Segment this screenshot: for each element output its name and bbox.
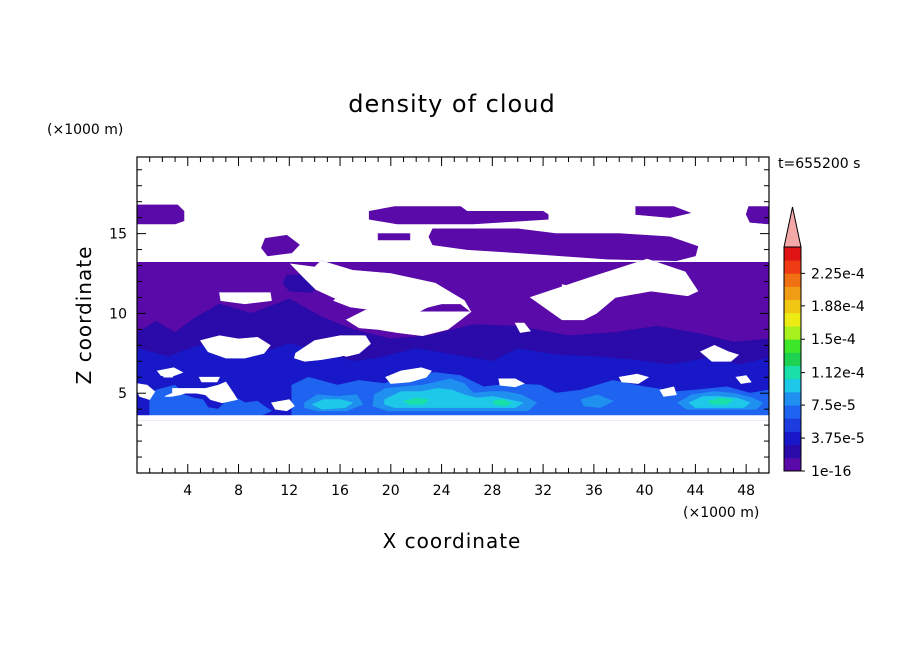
colorbar-swatch-0 — [784, 457, 801, 472]
x-tick-label-40: 40 — [636, 483, 654, 499]
density-region-clear-gap-32 — [618, 373, 650, 384]
colorbar-swatch-16 — [784, 247, 801, 261]
plot-area — [137, 204, 769, 421]
colorbar-swatch-3 — [784, 418, 801, 432]
colorbar-swatch-14 — [784, 273, 801, 287]
colorbar-swatch-7 — [784, 365, 801, 380]
colorbar-swatch-1 — [784, 444, 801, 459]
empty-region-3 — [334, 335, 371, 357]
colorbar-swatch-6 — [784, 378, 801, 393]
density-region-level-7-22 — [491, 399, 513, 407]
colorbar-swatch-9 — [784, 339, 801, 353]
density-region-level-0-3 — [368, 206, 549, 225]
density-region-level-7-21 — [402, 397, 430, 405]
colorbar-tick-label-6: 2.25e-4 — [811, 266, 865, 282]
colorbar-tick-label-3: 1.12e-4 — [811, 366, 865, 382]
colorbar-tick-label-4: 1.5e-4 — [811, 332, 856, 348]
colorbar-swatch-8 — [784, 352, 801, 366]
colorbar-swatch-12 — [784, 299, 801, 314]
empty-region-8 — [137, 415, 769, 421]
density-region-clear-gap-28 — [200, 335, 271, 359]
x-tick-label-4: 4 — [183, 483, 192, 499]
density-region-level-0-6 — [377, 233, 411, 241]
density-region-level-0-2 — [137, 204, 185, 225]
colorbar-swatch-15 — [784, 260, 801, 274]
x-tick-label-24: 24 — [433, 483, 451, 499]
empty-region-0 — [529, 258, 699, 321]
chart-title: density of cloud — [348, 90, 555, 118]
density-region-clear-gap-30 — [385, 367, 432, 384]
density-region-level-5-16 — [580, 394, 614, 408]
x-tick-label-12: 12 — [280, 483, 298, 499]
density-region-level-0-7 — [428, 228, 699, 262]
density-region-level-0-4 — [635, 206, 692, 218]
colorbar-swatch-10 — [784, 326, 801, 340]
x-axis-title: X coordinate — [383, 529, 522, 553]
colorbar-extend-arrow — [783, 206, 802, 248]
colorbar-swatch-2 — [784, 431, 801, 446]
x-tick-label-36: 36 — [585, 483, 603, 499]
y-tick-label-15: 15 — [109, 227, 127, 243]
x-tick-label-28: 28 — [483, 483, 501, 499]
colorbar-tick-label-1: 3.75e-5 — [811, 431, 865, 447]
density-region-level-7-23 — [707, 397, 735, 405]
x-unit-label: (×1000 m) — [683, 505, 759, 521]
colorbar: 1e-16 3.75e-5 7.5e-5 1.12e-4 1.5e-4 1.88e-4 2.… — [783, 206, 865, 480]
x-tick-label-8: 8 — [234, 483, 243, 499]
density-region-level-0-8 — [261, 234, 300, 257]
x-tick-label-20: 20 — [382, 483, 400, 499]
empty-region-2 — [333, 284, 456, 311]
empty-region-5 — [699, 344, 740, 362]
colorbar-swatch-11 — [784, 312, 801, 327]
density-region-level-0-5 — [745, 206, 769, 225]
x-axis: 4 8 12 16 20 24 28 32 36 40 44 48 — [149, 157, 760, 499]
density-region-level-6-18 — [311, 399, 354, 410]
colorbar-swatch-13 — [784, 286, 801, 301]
y-axis: 5 10 15 — [109, 169, 769, 458]
colorbar-tick-label-5: 1.88e-4 — [811, 299, 865, 315]
empty-region-6 — [735, 375, 752, 384]
x-tick-label-32: 32 — [534, 483, 552, 499]
empty-region-4 — [156, 367, 184, 378]
colorbar-swatch-4 — [784, 405, 801, 419]
colorbar-tick-label-0: 1e-16 — [811, 464, 851, 480]
y-tick-label-10: 10 — [109, 306, 127, 322]
empty-region-7 — [137, 383, 156, 400]
y-unit-label: (×1000 m) — [47, 122, 123, 138]
colorbar-tick-label-2: 7.5e-5 — [811, 398, 856, 414]
time-label: t=655200 s — [778, 156, 860, 172]
x-tick-label-16: 16 — [331, 483, 349, 499]
plot-frame — [136, 156, 770, 474]
y-tick-label-5: 5 — [118, 386, 127, 402]
density-region-clear-gap-36 — [271, 399, 295, 412]
density-region-clear-gap-24 — [219, 292, 272, 305]
colorbar-swatch-5 — [784, 391, 801, 406]
density-region-clear-gap-34 — [198, 376, 220, 383]
x-tick-label-44: 44 — [686, 483, 704, 499]
density-region-clear-gap-37 — [659, 386, 677, 397]
y-axis-title: Z coordinate — [72, 246, 96, 385]
density-region-clear-gap-31 — [498, 378, 525, 388]
density-region-clear-gap-29 — [514, 322, 531, 333]
x-tick-label-48: 48 — [737, 483, 755, 499]
density-region-clear-gap-33 — [164, 381, 238, 404]
